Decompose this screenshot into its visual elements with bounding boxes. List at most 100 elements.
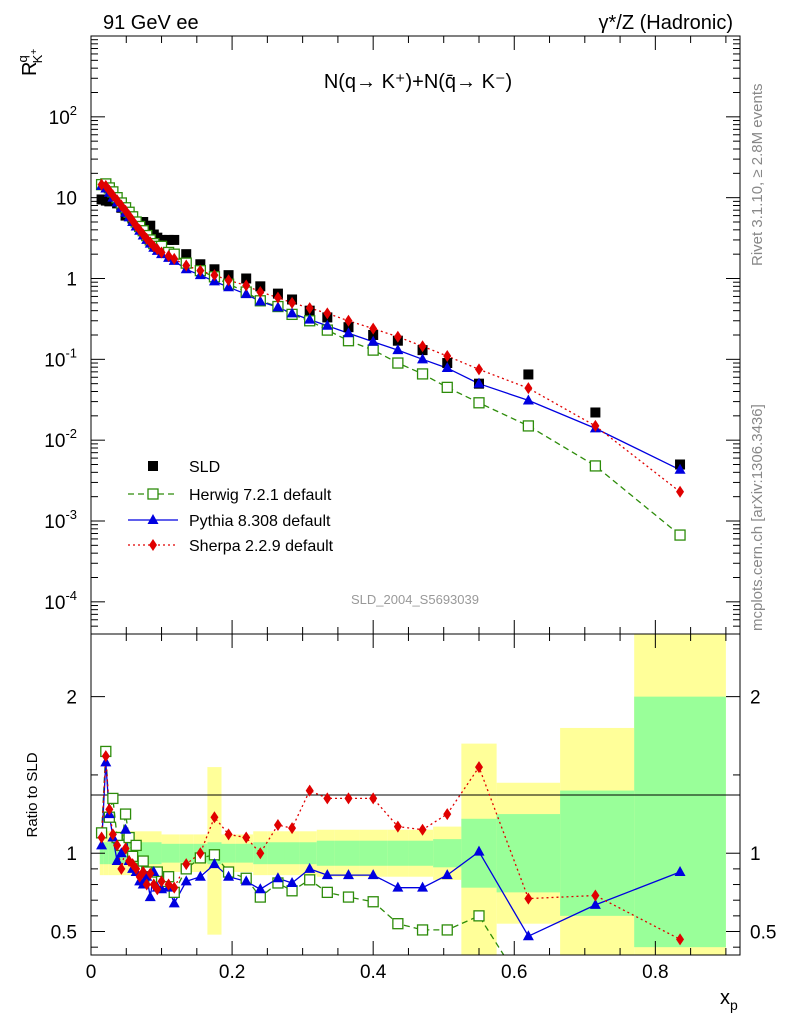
main-sld-point: [163, 234, 174, 245]
mcplots-label: mcplots.cern.ch [arXiv:1306.3436]: [749, 404, 766, 631]
ratio-sherpa-point: [170, 881, 179, 894]
main-sld-point: [156, 234, 167, 245]
ratio-sherpa-point: [97, 831, 106, 844]
y-tick-label: 1: [66, 269, 77, 290]
ratio-sherpa-point: [344, 792, 353, 805]
ratio-y-tick-label-right: 1: [750, 844, 761, 865]
ratio-green-band: [359, 840, 388, 866]
ratio-sherpa-point: [121, 842, 130, 855]
main-sld-point: [368, 330, 379, 340]
ratio-sherpa-point: [323, 792, 332, 805]
main-pythia-point: [417, 353, 429, 364]
main-sld-point: [523, 369, 534, 380]
main-herwig-point: [473, 397, 485, 409]
ratio-sherpa-point: [224, 828, 233, 841]
main-sherpa-point: [157, 246, 166, 259]
main-pythia-point: [473, 377, 485, 388]
y-tick-label: 10-1: [44, 345, 77, 371]
main-sherpa-point: [210, 269, 219, 282]
ratio-y-tick-label: 1: [66, 844, 77, 865]
main-sherpa-point: [344, 314, 353, 327]
ratio-panel: 0.5 0.5 1 1 2 2 0 0.2 0.4 0.6 0.8 Ratio to SLD xp: [24, 633, 776, 1013]
ratio-green-band: [221, 843, 236, 863]
x-tick-label: 0: [86, 962, 97, 983]
x-axis-label: xp: [720, 987, 738, 1013]
ratio-pythia-point: [168, 897, 180, 908]
ratio-pythia-point: [272, 872, 284, 883]
ratio-herwig-point: [254, 891, 266, 903]
ratio-pythia-point: [441, 869, 453, 880]
ratio-ylabel: Ratio to SLD: [24, 752, 41, 837]
main-panel: 10-4 10-3 10-2 10-1 1 10 102 N(q→ K⁺)+N(q̄→ K⁻…: [15, 35, 741, 635]
x-tick-label: 0.8: [642, 962, 668, 983]
main-pythia-point: [304, 313, 316, 324]
ratio-sherpa-point: [443, 808, 452, 821]
main-herwig-point: [522, 420, 535, 432]
main-sherpa-point: [474, 363, 483, 376]
main-sherpa-point: [164, 249, 173, 262]
ratio-pythia-point: [111, 855, 123, 866]
main-pythia-point: [674, 463, 686, 474]
ratio-green-band: [161, 843, 180, 863]
main-sld-point: [145, 220, 156, 231]
ratio-sherpa-point: [210, 811, 219, 824]
ratio-pythia-point: [392, 881, 404, 892]
main-sherpa-point: [288, 296, 297, 309]
main-sld-point: [343, 322, 354, 333]
main-sld-point: [169, 234, 180, 245]
ratio-herwig-point: [119, 808, 132, 820]
ratio-sherpa-point: [142, 878, 151, 891]
main-sherpa-point: [418, 340, 427, 353]
ratio-sherpa-point: [369, 792, 378, 805]
ratio-pythia-point: [367, 869, 379, 880]
main-sherpa-point: [591, 419, 600, 432]
main-sherpa-point: [393, 330, 402, 343]
ratio-pythia-point: [115, 847, 127, 858]
main-sherpa-point: [182, 259, 191, 272]
main-sld-point: [195, 259, 206, 270]
ratio-pythia-point: [286, 876, 298, 887]
main-pythia-point: [342, 327, 354, 338]
ratio-sherpa-point: [591, 889, 600, 902]
ratio-sherpa-point: [305, 784, 314, 797]
ratio-y-tick-label-right: 2: [750, 688, 761, 709]
main-herwig-line: [101, 183, 681, 536]
ratio-green-band: [103, 842, 109, 865]
ratio-y-tick-label-right: 0.5: [750, 923, 776, 944]
main-herwig-point: [392, 357, 404, 369]
ratio-sherpa-point: [474, 761, 483, 774]
main-sherpa-point: [323, 307, 332, 320]
ratio-pythia-point: [417, 881, 429, 892]
main-sherpa-point: [273, 291, 282, 304]
y-tick-label: 10-3: [44, 507, 77, 533]
main-pythia-point: [441, 362, 453, 373]
main-pythia-point: [272, 301, 284, 312]
x-tick-label: 0.6: [501, 962, 527, 983]
ratio-sherpa-point: [393, 820, 402, 833]
ratio-herwig-point: [286, 885, 298, 897]
legend-pythia-label: Pythia 8.308 default: [189, 513, 331, 530]
main-pythia-point: [321, 319, 333, 330]
main-pythia-point: [254, 295, 266, 306]
legend-sld-label: SLD: [189, 459, 220, 476]
main-herwig-point: [674, 529, 686, 541]
ratio-pythia-point: [194, 870, 206, 881]
legend-herwig-label: Herwig 7.2.1 default: [189, 487, 332, 504]
ratio-pythia-point: [473, 845, 485, 856]
ratio-pythia-point: [120, 823, 132, 834]
ratio-green-band: [433, 839, 462, 868]
y-tick-label: 10-4: [44, 588, 77, 614]
legend-pythia-marker: [147, 514, 159, 524]
legend-herwig-marker: [147, 488, 159, 500]
ratio-sherpa-point: [182, 858, 191, 871]
y-tick-label: 10: [56, 189, 77, 210]
ratio-sherpa-point: [139, 866, 148, 879]
ratio-pythia-point: [589, 898, 601, 909]
ratio-frame: [90, 633, 741, 956]
ratio-sherpa-point: [132, 862, 141, 875]
main-sherpa-point: [242, 279, 251, 292]
ratio-green-band: [284, 842, 300, 865]
ratio-pythia-point: [96, 839, 108, 850]
main-sld-point: [241, 273, 252, 284]
